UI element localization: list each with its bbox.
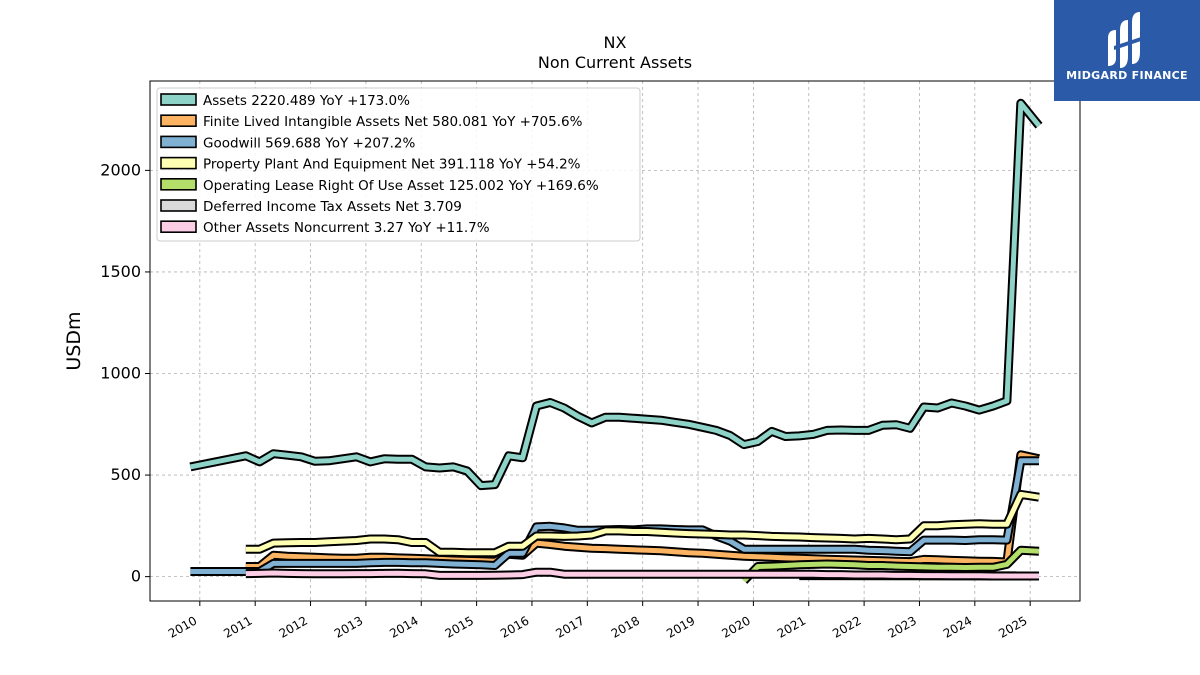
x-tick-label: 2013 bbox=[332, 613, 365, 640]
legend-label: Operating Lease Right Of Use Asset 125.0… bbox=[203, 178, 599, 194]
x-tick-label: 2012 bbox=[277, 613, 310, 640]
legend: Assets 2220.489 YoY +173.0% Finite Lived … bbox=[156, 87, 641, 242]
legend-swatch bbox=[160, 220, 197, 233]
y-tick-label: 500 bbox=[110, 465, 141, 484]
series-line-operating-lease-right-of-use-asset bbox=[742, 547, 1040, 583]
y-tick-label: 2000 bbox=[100, 160, 141, 179]
y-axis-label: USDm bbox=[63, 311, 85, 370]
x-tick-label: 2021 bbox=[775, 613, 808, 640]
legend-swatch bbox=[160, 178, 197, 191]
legend-label: Deferred Income Tax Assets Net 3.709 bbox=[203, 199, 462, 215]
grid bbox=[150, 81, 1080, 601]
x-tick-label: 2020 bbox=[719, 613, 752, 640]
legend-label: Property Plant And Equipment Net 391.118… bbox=[203, 157, 581, 173]
legend-swatch bbox=[160, 156, 197, 170]
x-tick-label: 2024 bbox=[941, 613, 974, 640]
x-tick-label: 2017 bbox=[553, 613, 586, 640]
series-layer bbox=[189, 98, 1043, 584]
legend-swatch bbox=[160, 93, 197, 106]
legend-label: Finite Lived Intangible Assets Net 580.0… bbox=[203, 114, 583, 130]
logo-text: MIDGARD FINANCE bbox=[1066, 69, 1188, 82]
logo-mark-icon bbox=[1108, 12, 1144, 68]
midgard-finance-logo: MIDGARD FINANCE bbox=[1054, 0, 1200, 101]
y-tick-label: 1000 bbox=[100, 364, 141, 383]
x-tick-label: 2018 bbox=[609, 613, 642, 640]
y-tick-label: 0 bbox=[131, 567, 141, 586]
legend-box bbox=[156, 87, 641, 242]
chart-subtitle: Non Current Assets bbox=[538, 53, 692, 72]
x-tick-label: 2019 bbox=[664, 613, 697, 640]
x-tick-label: 2022 bbox=[830, 613, 863, 640]
series-line-assets bbox=[189, 100, 1041, 489]
y-axis: 0 500 1000 1500 2000 bbox=[100, 160, 150, 586]
x-tick-label: 2014 bbox=[387, 613, 420, 640]
legend-swatch bbox=[160, 199, 197, 212]
plot-frame bbox=[149, 80, 1081, 602]
y-tick-label: 1500 bbox=[100, 262, 141, 281]
x-tick-label: 2010 bbox=[166, 613, 199, 640]
chart-title: NX bbox=[604, 33, 627, 52]
legend-label: Other Assets Noncurrent 3.27 YoY +11.7% bbox=[203, 220, 490, 236]
x-tick-label: 2016 bbox=[498, 613, 531, 640]
x-tick-label: 2011 bbox=[221, 613, 254, 640]
x-axis: 2010 2011 2012 2013 2014 2015 2016 2017 2018 2019… bbox=[166, 601, 1031, 641]
x-tick-label: 2015 bbox=[443, 613, 476, 640]
x-tick-label: 2023 bbox=[886, 613, 919, 640]
series-line-finite-lived-intangible-assets-net bbox=[245, 452, 1040, 569]
series-line-other-assets-noncurrent bbox=[245, 569, 1039, 579]
legend-label: Goodwill 569.688 YoY +207.2% bbox=[203, 135, 415, 151]
legend-swatch bbox=[160, 114, 197, 127]
series-line-property-plant-and-equipment-net bbox=[245, 491, 1040, 556]
legend-swatch bbox=[160, 135, 197, 149]
legend-label: Assets 2220.489 YoY +173.0% bbox=[203, 93, 410, 109]
legend-entries: Assets 2220.489 YoY +173.0% Finite Lived … bbox=[160, 93, 599, 236]
x-tick-label: 2025 bbox=[996, 613, 1029, 640]
